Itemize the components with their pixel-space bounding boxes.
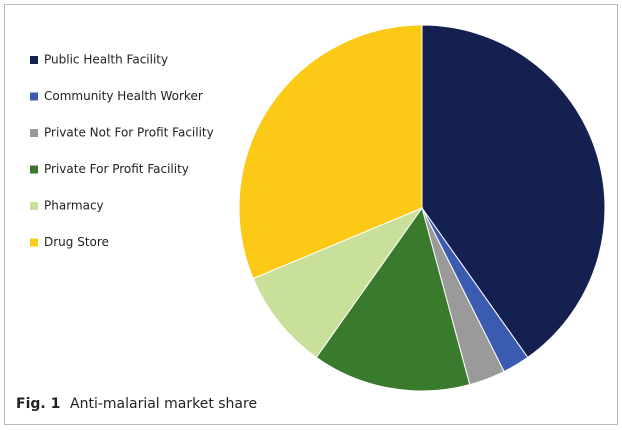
- pie-slice: [315, 206, 471, 392]
- legend-swatch: [30, 92, 38, 101]
- legend-swatch: [30, 129, 38, 137]
- legend-label: Private For Profit Facility: [44, 162, 189, 176]
- frame: [4, 4, 618, 425]
- figure-label: Fig. 1: [16, 396, 60, 412]
- legend-swatch: [30, 56, 38, 64]
- pie-slice: [252, 206, 424, 359]
- legend-label: Community Health Worker: [44, 89, 203, 103]
- legend-swatch: [30, 238, 38, 247]
- legend-label: Pharmacy: [44, 199, 104, 213]
- legend-swatch: [30, 165, 38, 174]
- pie-slice: [421, 24, 606, 359]
- chart-title: Anti-malarial market share: [70, 396, 257, 412]
- legend-swatch: [30, 202, 38, 210]
- legend-label: Public Health Facility: [44, 53, 168, 67]
- legend-label: Drug Store: [44, 235, 109, 249]
- pie-slice: [238, 24, 423, 280]
- legend-label: Private Not For Profit Facility: [44, 126, 214, 140]
